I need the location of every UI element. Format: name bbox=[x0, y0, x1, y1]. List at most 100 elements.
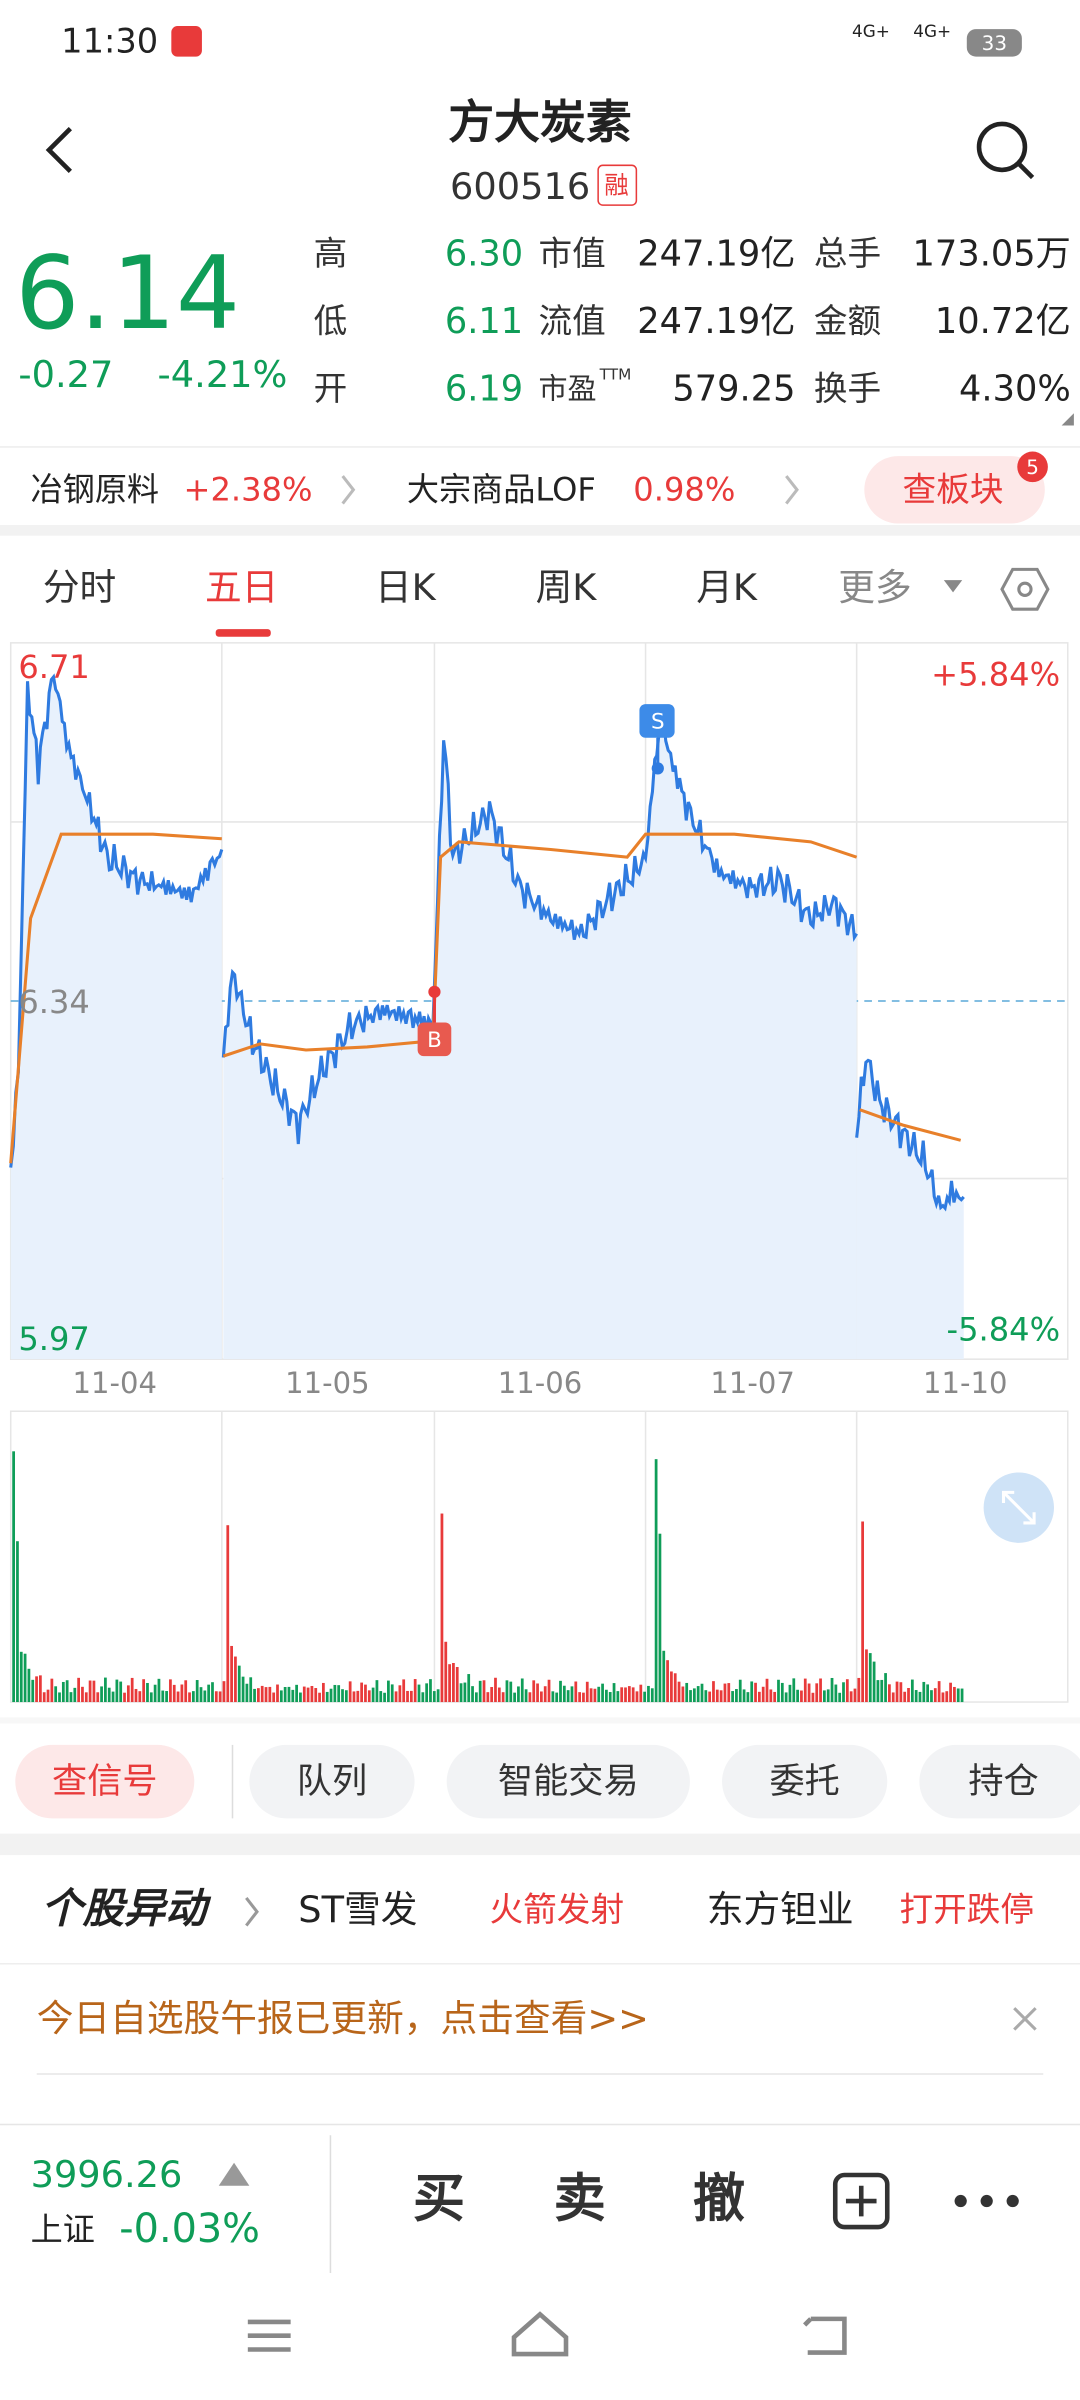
volume-bar bbox=[777, 1679, 780, 1703]
nav-menu[interactable] bbox=[247, 2319, 291, 2352]
volume-bar bbox=[635, 1691, 639, 1703]
ticker-stock: 东方钽业 bbox=[707, 1888, 854, 1931]
stat-value: 173.05万 bbox=[913, 234, 1071, 275]
volume-bar bbox=[830, 1677, 834, 1703]
date-label: 11-10 bbox=[923, 1366, 1007, 1400]
date-label: 11-04 bbox=[73, 1366, 157, 1400]
volume-bar bbox=[96, 1692, 100, 1703]
tab[interactable]: 月K bbox=[696, 566, 758, 609]
sell-button[interactable]: 卖 bbox=[554, 2170, 606, 2230]
volume-bar bbox=[409, 1690, 413, 1703]
tab[interactable]: 更多 bbox=[838, 566, 911, 609]
add-button[interactable] bbox=[832, 2172, 890, 2230]
volume-bar bbox=[16, 1541, 19, 1703]
volume-bar bbox=[249, 1677, 253, 1703]
change: -0.27 bbox=[18, 353, 113, 396]
stat-value: 6.11 bbox=[445, 301, 523, 342]
volume-bar bbox=[302, 1686, 306, 1703]
nav-home[interactable] bbox=[511, 2311, 569, 2357]
volume-bar bbox=[650, 1688, 654, 1703]
volume-bar bbox=[536, 1683, 539, 1703]
volume-bar bbox=[807, 1683, 811, 1703]
cancel-button[interactable]: 撤 bbox=[693, 2170, 745, 2230]
volume-bar bbox=[383, 1692, 386, 1703]
volume-bar bbox=[620, 1687, 624, 1703]
more-dot[interactable] bbox=[954, 2194, 967, 2208]
tab[interactable]: 五日 bbox=[205, 566, 278, 609]
expand-arrow[interactable] bbox=[218, 2162, 250, 2186]
buy-button[interactable]: 买 bbox=[413, 2170, 465, 2230]
nav-back[interactable] bbox=[803, 2316, 847, 2355]
volume-bar bbox=[295, 1684, 298, 1703]
chevron bbox=[785, 475, 799, 505]
volume-bar bbox=[157, 1678, 161, 1703]
action-pill[interactable] bbox=[15, 1744, 195, 1819]
volume-bar bbox=[276, 1684, 279, 1703]
buy-marker[interactable] bbox=[417, 1022, 452, 1057]
settings-dot bbox=[1017, 581, 1033, 597]
volume-bar bbox=[616, 1691, 620, 1703]
search-button[interactable] bbox=[976, 121, 1028, 173]
volume-bar bbox=[333, 1684, 337, 1703]
volume-bar bbox=[310, 1685, 314, 1703]
volume-bar bbox=[562, 1685, 566, 1703]
volume-bar bbox=[211, 1682, 214, 1703]
action-pill[interactable] bbox=[249, 1744, 415, 1819]
volume-bar bbox=[823, 1690, 826, 1703]
tab[interactable]: 分时 bbox=[43, 566, 116, 609]
tab[interactable]: 日K bbox=[375, 566, 437, 609]
back-button[interactable] bbox=[45, 126, 72, 174]
volume-bar bbox=[597, 1686, 601, 1703]
notice[interactable]: 今日自选股午报已更新，点击查看>> bbox=[37, 1997, 649, 2040]
volume-bar bbox=[467, 1674, 471, 1703]
volume-bar bbox=[184, 1680, 188, 1703]
ticker-tag: 打开跌停 bbox=[899, 1890, 1034, 1929]
volume-bar bbox=[601, 1683, 604, 1703]
volume-bar bbox=[800, 1690, 803, 1703]
date-label: 11-06 bbox=[498, 1366, 582, 1400]
action-pill[interactable] bbox=[919, 1744, 1080, 1819]
volume-bar bbox=[126, 1685, 130, 1703]
volume-bar bbox=[849, 1691, 853, 1703]
volume-bar bbox=[861, 1521, 864, 1703]
volume-bar bbox=[191, 1691, 195, 1703]
search-handle bbox=[1017, 162, 1035, 180]
volume-bar bbox=[50, 1678, 54, 1703]
volume-bar bbox=[547, 1679, 551, 1703]
volume-bar bbox=[111, 1691, 115, 1703]
price-area bbox=[10, 676, 222, 1360]
volume-bar bbox=[574, 1681, 578, 1703]
volume-bar bbox=[432, 1691, 436, 1703]
sell-marker[interactable] bbox=[639, 704, 675, 738]
action-pill[interactable] bbox=[722, 1744, 888, 1819]
volume-bar bbox=[471, 1686, 474, 1703]
close-notice[interactable] bbox=[1013, 2007, 1037, 2031]
volume-bar bbox=[922, 1681, 926, 1703]
volume-bar bbox=[107, 1687, 111, 1703]
volume-bar bbox=[941, 1692, 945, 1703]
volume-bar bbox=[566, 1690, 570, 1703]
volume-bar bbox=[696, 1686, 700, 1703]
volume-bar bbox=[838, 1692, 842, 1703]
volume-bar bbox=[914, 1690, 918, 1703]
volume-bar bbox=[631, 1687, 635, 1703]
settings[interactable] bbox=[1000, 567, 1050, 611]
action-pill[interactable] bbox=[446, 1744, 690, 1819]
volume-bar bbox=[953, 1686, 956, 1703]
tab[interactable]: 周K bbox=[536, 566, 598, 609]
sector-change: 0.98% bbox=[633, 470, 735, 508]
volume-bar bbox=[387, 1680, 390, 1703]
volume-bar bbox=[452, 1662, 455, 1703]
volume-bar bbox=[868, 1653, 872, 1703]
volume-bar bbox=[390, 1684, 394, 1703]
volume-bar bbox=[69, 1692, 73, 1703]
volume-bar bbox=[429, 1679, 432, 1703]
volume-bar bbox=[555, 1692, 559, 1703]
volume-bar bbox=[176, 1691, 180, 1703]
sector-button[interactable] bbox=[864, 456, 1045, 524]
volume-bar bbox=[723, 1683, 727, 1703]
volume-bar bbox=[937, 1681, 941, 1703]
dropdown[interactable] bbox=[943, 580, 963, 593]
